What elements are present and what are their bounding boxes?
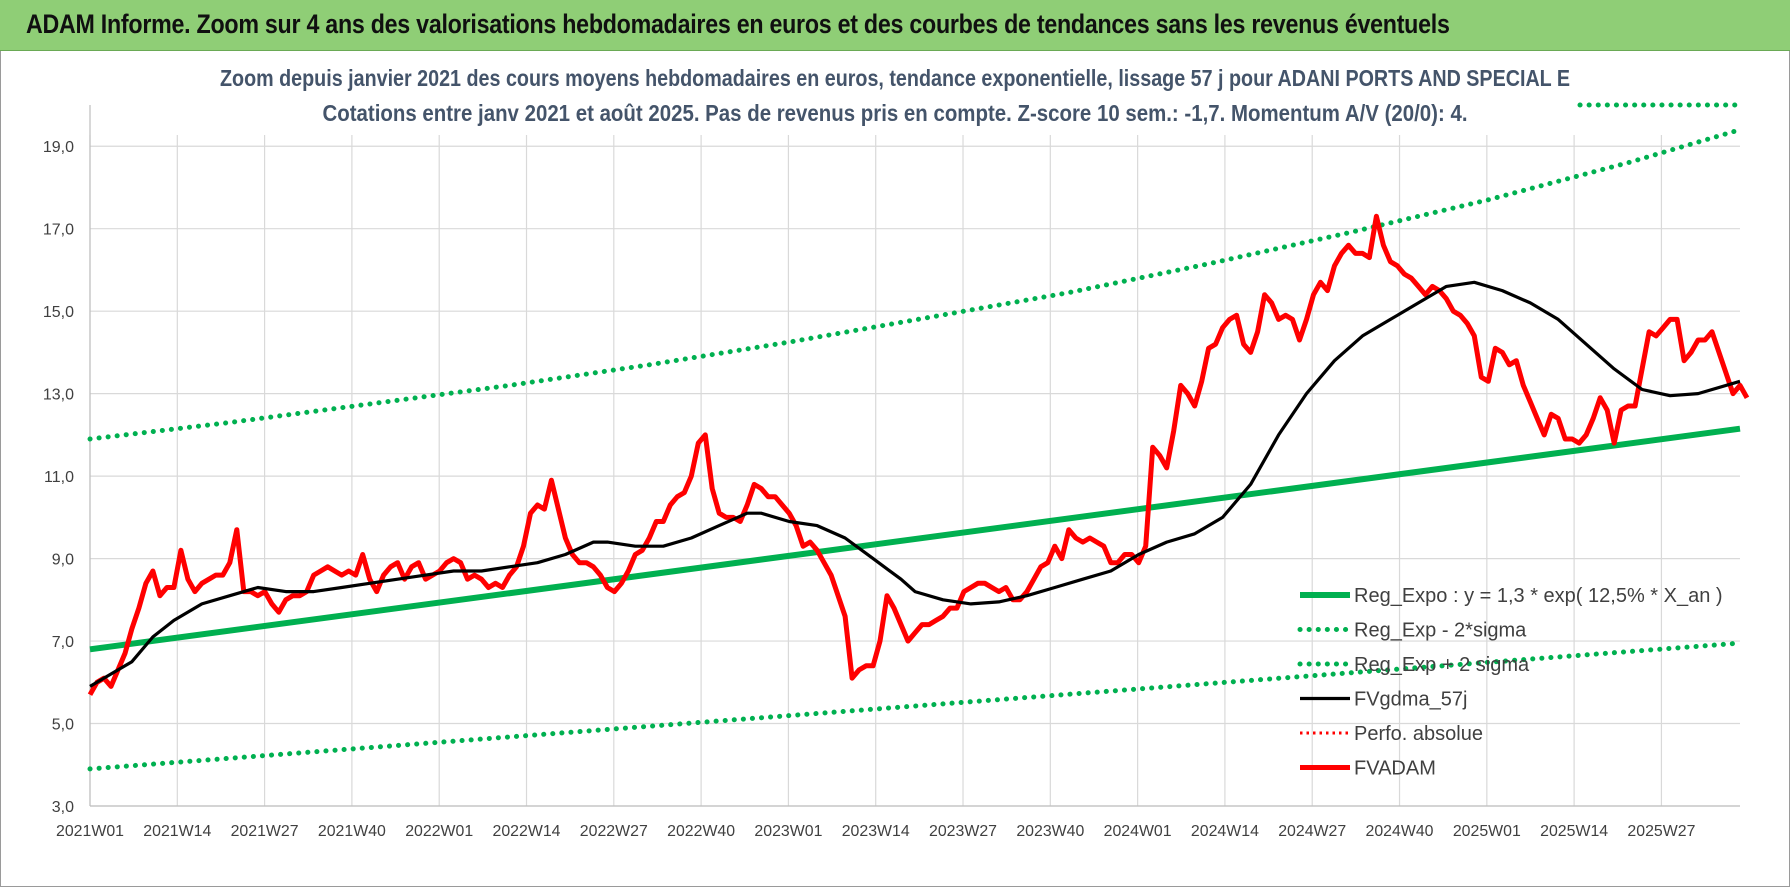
y-tick-label: 13,0 bbox=[43, 387, 74, 404]
series-line-reg_plus bbox=[87, 127, 1743, 442]
x-axis-ticks: 2021W01 2021W14 2021W27 2021W40 2022W01 2022W… bbox=[56, 823, 1696, 840]
x-tick-label: 2024W01 bbox=[1104, 823, 1172, 840]
y-tick-label: 17,0 bbox=[43, 222, 74, 239]
x-tick-label: 2025W01 bbox=[1453, 823, 1521, 840]
series-line-reg_minus bbox=[87, 640, 1743, 772]
series-line-fvgdma bbox=[89, 280, 1741, 688]
x-tick-label: 2021W27 bbox=[231, 823, 299, 840]
y-axis-ticks: 3,0 5,0 7,0 9,0 11,0 13,0 15,0 17,0 19,0 bbox=[43, 139, 74, 816]
x-tick-label: 2025W14 bbox=[1540, 823, 1608, 840]
x-tick-label: 2024W40 bbox=[1366, 823, 1434, 840]
x-tick-label: 2022W27 bbox=[580, 823, 648, 840]
x-tick-label: 2024W27 bbox=[1278, 823, 1346, 840]
x-tick-label: 2025W27 bbox=[1627, 823, 1695, 840]
y-tick-label: 19,0 bbox=[43, 139, 74, 156]
legend-label-fvgdma: FVgdma_57j bbox=[1354, 689, 1467, 711]
chart-series bbox=[87, 102, 1750, 772]
x-tick-label: 2021W14 bbox=[143, 823, 211, 840]
chart-legend: Reg_Expo : y = 1,3 * exp( 12,5% * X_an )… bbox=[1297, 585, 1723, 780]
legend-label-perfo: Perfo. absolue bbox=[1354, 723, 1483, 745]
legend-label-reg_minus: Reg_Exp - 2*sigma bbox=[1354, 620, 1527, 642]
x-tick-label: 2024W14 bbox=[1191, 823, 1259, 840]
x-tick-label: 2021W01 bbox=[56, 823, 124, 840]
chart-subtitle-line-1: Zoom depuis janvier 2021 des cours moyen… bbox=[220, 65, 1570, 91]
x-tick-label: 2021W40 bbox=[318, 823, 386, 840]
legend-label-reg_plus: Reg_Exp + 2 sigma bbox=[1354, 654, 1530, 676]
y-tick-label: 11,0 bbox=[44, 469, 74, 486]
y-tick-label: 3,0 bbox=[52, 799, 74, 816]
legend-label-fvadam: FVADAM bbox=[1354, 758, 1436, 780]
x-tick-label: 2023W40 bbox=[1016, 823, 1084, 840]
x-tick-label: 2023W27 bbox=[929, 823, 997, 840]
y-tick-label: 5,0 bbox=[52, 717, 74, 734]
series-line-reg_expo bbox=[89, 425, 1741, 653]
line-chart: Zoom depuis janvier 2021 des cours moyen… bbox=[43, 65, 1750, 840]
header-banner: ADAM Informe. Zoom sur 4 ans des valoris… bbox=[0, 0, 1790, 51]
x-tick-label: 2022W01 bbox=[405, 823, 473, 840]
page-title: ADAM Informe. Zoom sur 4 ans des valoris… bbox=[26, 9, 1450, 39]
x-tick-label: 2023W01 bbox=[754, 823, 822, 840]
chart-grid bbox=[89, 105, 1740, 807]
series-line-fvadam bbox=[87, 213, 1750, 696]
x-tick-label: 2023W14 bbox=[842, 823, 910, 840]
x-tick-label: 2022W40 bbox=[667, 823, 735, 840]
y-tick-label: 15,0 bbox=[43, 304, 74, 321]
chart-subtitle-line-2: Cotations entre janv 2021 et août 2025. … bbox=[323, 100, 1468, 126]
y-tick-label: 7,0 bbox=[52, 634, 74, 651]
y-tick-label: 9,0 bbox=[52, 552, 74, 569]
x-tick-label: 2022W14 bbox=[493, 823, 561, 840]
legend-label-reg_expo: Reg_Expo : y = 1,3 * exp( 12,5% * X_an ) bbox=[1354, 585, 1723, 607]
